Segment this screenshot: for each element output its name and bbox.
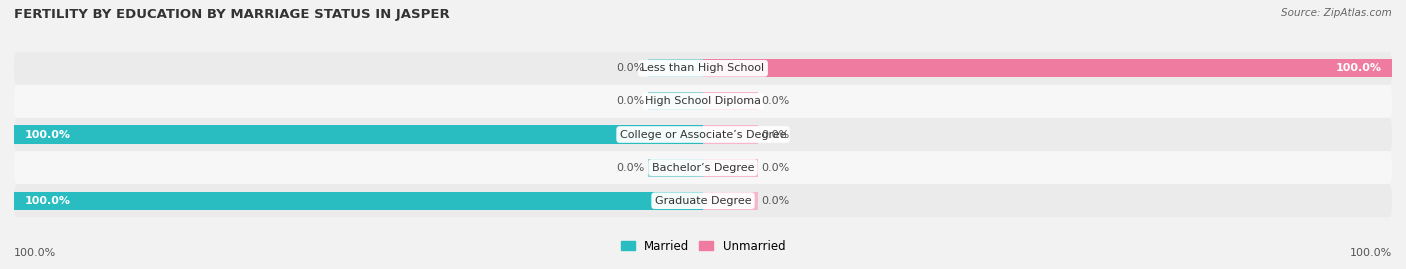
Text: College or Associate’s Degree: College or Associate’s Degree — [620, 129, 786, 140]
Bar — [703, 92, 758, 111]
Bar — [703, 59, 1392, 77]
Bar — [703, 158, 758, 177]
Text: 100.0%: 100.0% — [1336, 63, 1382, 73]
Bar — [648, 92, 703, 111]
Bar — [703, 125, 758, 144]
Text: 100.0%: 100.0% — [24, 129, 70, 140]
FancyBboxPatch shape — [14, 52, 1392, 85]
FancyBboxPatch shape — [14, 85, 1392, 118]
FancyBboxPatch shape — [14, 184, 1392, 217]
Text: Less than High School: Less than High School — [641, 63, 765, 73]
Text: 0.0%: 0.0% — [616, 63, 644, 73]
Bar — [703, 192, 758, 210]
Legend: Married, Unmarried: Married, Unmarried — [620, 240, 786, 253]
Text: 0.0%: 0.0% — [616, 162, 644, 173]
Text: 100.0%: 100.0% — [14, 248, 56, 258]
Text: 100.0%: 100.0% — [24, 196, 70, 206]
Bar — [648, 158, 703, 177]
Text: Source: ZipAtlas.com: Source: ZipAtlas.com — [1281, 8, 1392, 18]
Text: FERTILITY BY EDUCATION BY MARRIAGE STATUS IN JASPER: FERTILITY BY EDUCATION BY MARRIAGE STATU… — [14, 8, 450, 21]
Text: 0.0%: 0.0% — [616, 96, 644, 107]
Bar — [648, 59, 703, 77]
FancyBboxPatch shape — [14, 151, 1392, 184]
Text: 0.0%: 0.0% — [762, 96, 790, 107]
FancyBboxPatch shape — [14, 118, 1392, 151]
Text: Bachelor’s Degree: Bachelor’s Degree — [652, 162, 754, 173]
Text: 100.0%: 100.0% — [1350, 248, 1392, 258]
Text: 0.0%: 0.0% — [762, 162, 790, 173]
Text: 0.0%: 0.0% — [762, 129, 790, 140]
Text: High School Diploma: High School Diploma — [645, 96, 761, 107]
Text: Graduate Degree: Graduate Degree — [655, 196, 751, 206]
Text: 0.0%: 0.0% — [762, 196, 790, 206]
Bar — [14, 192, 703, 210]
Bar — [14, 125, 703, 144]
